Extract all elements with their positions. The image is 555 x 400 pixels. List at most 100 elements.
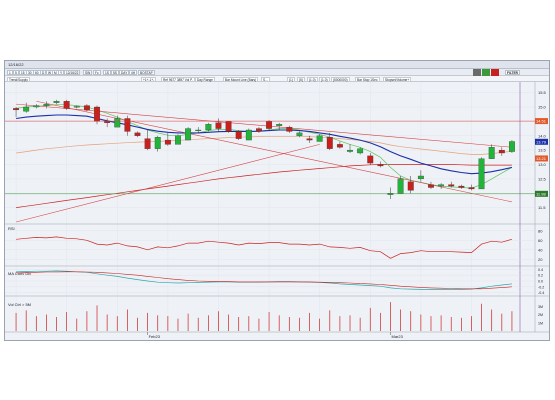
indicator-toolbar: Trend/Supply +1+-1+- Ref 9677 3897 Vol P…: [5, 76, 549, 82]
candle-body: [215, 122, 222, 129]
candle-body: [326, 137, 333, 149]
candle-body: [276, 124, 283, 126]
price-tick-label: 15.5: [538, 90, 547, 95]
rsi-label: RSI: [8, 226, 15, 231]
macd-label: MA Conv Div: [8, 271, 31, 276]
interval-4h[interactable]: 4H: [129, 70, 138, 75]
candle-body: [296, 132, 303, 136]
interval-day[interactable]: DAY: [119, 70, 130, 75]
candle-body: [43, 103, 50, 106]
interval-5d[interactable]: Fc: [93, 70, 101, 75]
candle-body: [134, 132, 141, 136]
candle-body: [448, 184, 455, 187]
candle-body: [185, 128, 192, 141]
candle-body: [407, 181, 414, 191]
candle-body: [498, 149, 505, 154]
candle-body: [164, 139, 171, 145]
interval-1d[interactable]: SIN: [83, 70, 93, 75]
ind-item-5[interactable]: S...: [261, 76, 270, 82]
candle-body: [94, 106, 100, 122]
ind-item-10[interactable]: (5000000): [331, 76, 350, 82]
price-tick-label: 13.5: [538, 148, 547, 153]
bostap-button[interactable]: BOSTAP: [138, 70, 155, 75]
candle-body: [488, 147, 495, 159]
volume-label: Vol Ctrl > 5M: [8, 302, 31, 307]
toolbar-item-1[interactable]: 5: [13, 70, 19, 75]
candle-body: [256, 128, 262, 132]
ma_red-line: [16, 164, 512, 208]
ind-item-9[interactable]: (1.0): [319, 76, 330, 82]
macd-tick-label: -0.2: [538, 285, 544, 289]
ind-item-2[interactable]: Ref 9677 3897 Vol P.: [161, 76, 195, 82]
price-tag-label: 13.21: [536, 156, 547, 161]
ind-item-7[interactable]: (5): [297, 76, 305, 82]
candle-body: [347, 149, 353, 152]
symbol-field[interactable]: 12/16/22: [64, 70, 81, 75]
ind-item-6[interactable]: (1): [287, 76, 295, 82]
candle-body: [316, 135, 323, 142]
candle-body: [468, 187, 475, 190]
macd-tick-label: 0.2: [538, 274, 543, 278]
candle-body: [144, 138, 151, 149]
candle-body: [245, 129, 252, 141]
rsi-tick-label: 80: [538, 228, 543, 233]
candle-body: [225, 121, 232, 132]
ind-item-4[interactable]: Bar Mount Line (Bars): [223, 76, 259, 82]
ind-item-11[interactable]: Bar Stop 1Sec: [355, 76, 380, 82]
price-tag-box: [535, 118, 548, 125]
candle-body: [509, 141, 515, 152]
price-tick-label: 13.0: [538, 162, 547, 167]
interval-3m[interactable]: 5S: [111, 70, 119, 75]
toolbar-item-0[interactable]: 1: [7, 70, 13, 75]
ind-item-0[interactable]: Trend/Supply: [7, 76, 30, 82]
candle-body: [367, 155, 374, 164]
price-chart[interactable]: 15.515.014.514.013.513.012.512.011.514.5…: [5, 82, 549, 340]
volume-tick-label: 2M: [538, 313, 543, 317]
candle-body: [73, 106, 80, 108]
candle-body: [377, 164, 384, 167]
macd-tick-label: -0.4: [538, 291, 544, 295]
price-tag-label: 11.98: [536, 191, 546, 196]
interval-1m[interactable]: 1S: [103, 70, 111, 75]
marker-tag-green[interactable]: [482, 69, 490, 76]
price-tick-label: 11.5: [538, 205, 546, 210]
filter-menu[interactable]: FILTER: [505, 70, 520, 75]
marker-tag-grey[interactable]: [473, 69, 481, 76]
rsi-panel: 80 60 40 20: [5, 228, 543, 262]
rsi-line: [16, 236, 512, 259]
rsi-tick-label: 60: [538, 238, 543, 243]
candle-body: [83, 105, 90, 111]
candle-body: [23, 106, 30, 112]
price-axis: 15.515.014.514.013.513.012.512.011.514.5…: [5, 90, 548, 210]
candle-body: [428, 184, 434, 188]
candle-body: [114, 118, 121, 128]
macd-signal-line: [16, 271, 512, 290]
candle-body: [124, 118, 131, 132]
candle-body: [235, 131, 242, 139]
toolbar-item-5[interactable]: D: [40, 70, 47, 75]
chart-window: 12/16/22 1 5 15 30 60 D W M Y 12/16/22 S…: [4, 60, 550, 341]
price-tag-label: 13.79: [536, 139, 547, 144]
ind-item-8[interactable]: (1.0): [307, 76, 318, 82]
candles: [13, 99, 515, 199]
toolbar-item-8[interactable]: Y: [58, 70, 65, 75]
ind-item-1[interactable]: +1+-1+-: [141, 76, 157, 82]
candle-body: [306, 138, 313, 141]
window-titlebar: 12/16/22: [5, 61, 549, 69]
candle-body: [438, 184, 445, 187]
candle-body: [195, 129, 202, 131]
main-toolbar: 1 5 15 30 60 D W M Y 12/16/22 SIN Fc 1S …: [5, 69, 549, 76]
ind-item-3[interactable]: Day Range: [195, 76, 215, 82]
marker-tag-red[interactable]: [491, 69, 499, 76]
price-tick-label: 14.0: [538, 133, 547, 138]
candle-body: [417, 175, 424, 180]
candle-body: [357, 148, 364, 154]
candle-body: [53, 101, 60, 103]
volume-tick-label: 1M: [538, 321, 543, 325]
candle-body: [33, 105, 40, 108]
chart-background: [5, 82, 549, 340]
macd-tick-label: 0.4: [538, 268, 543, 272]
candle-body: [286, 126, 293, 132]
candle-body: [478, 158, 485, 190]
ind-item-12[interactable]: Stopset/Volume+: [383, 76, 412, 82]
